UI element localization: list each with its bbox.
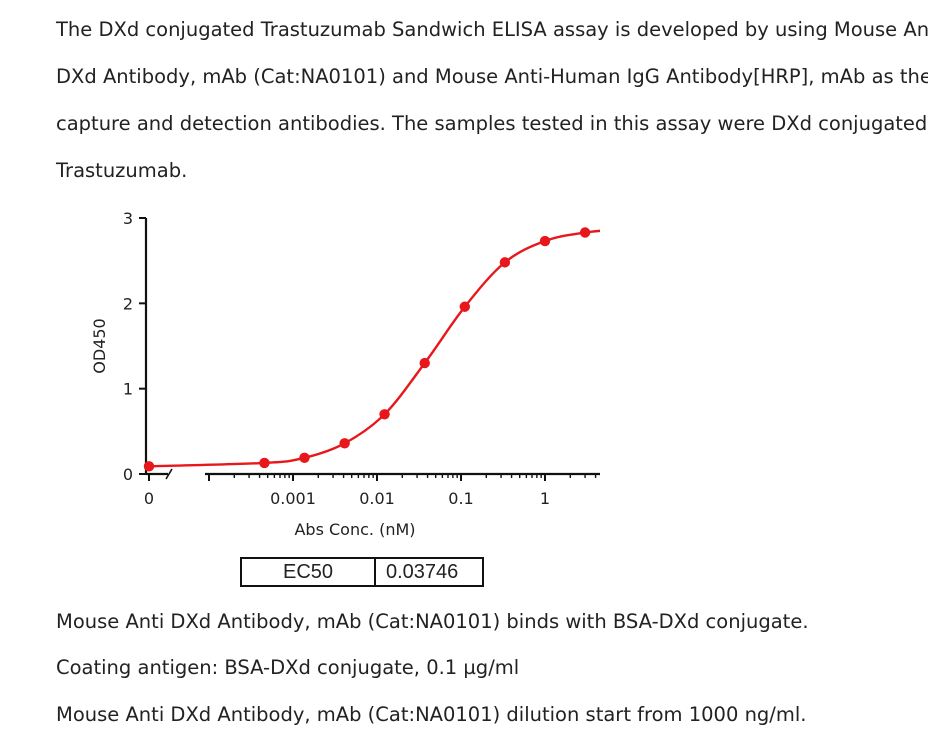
x-tick-label: 1 bbox=[540, 489, 550, 508]
data-point bbox=[299, 452, 310, 463]
x-tick-label: 0.01 bbox=[359, 489, 395, 508]
note-binding: Mouse Anti DXd Antibody, mAb (Cat:NA0101… bbox=[56, 610, 809, 633]
data-point bbox=[459, 301, 471, 312]
y-tick-label: 3 bbox=[123, 209, 133, 228]
intro-line: Trastuzumab. bbox=[56, 159, 188, 182]
note-coating-antigen: Coating antigen: BSA-DXd conjugate, 0.1 … bbox=[56, 656, 520, 679]
ec50-label: EC50 bbox=[240, 557, 376, 587]
y-tick-label: 1 bbox=[123, 380, 133, 399]
data-point bbox=[419, 357, 430, 369]
y-axis-label: OD450 bbox=[90, 318, 109, 373]
data-point bbox=[379, 409, 390, 420]
intro-line: The DXd conjugated Trastuzumab Sandwich … bbox=[56, 18, 928, 41]
note-dilution: Mouse Anti DXd Antibody, mAb (Cat:NA0101… bbox=[56, 703, 807, 726]
data-point bbox=[259, 457, 270, 469]
chart-axes bbox=[144, 218, 600, 480]
x-tick-label: 0.1 bbox=[448, 489, 473, 508]
chart-points-group bbox=[143, 227, 591, 472]
ec50-row: EC50 0.03746 bbox=[240, 557, 484, 587]
x-axis-label: Abs Conc. (nM) bbox=[294, 520, 415, 539]
ec50-value: 0.03746 bbox=[374, 557, 484, 587]
data-point bbox=[539, 235, 551, 247]
intro-line: capture and detection antibodies. The sa… bbox=[56, 112, 928, 135]
x-tick-label: 0.001 bbox=[270, 489, 316, 508]
y-tick-label: 2 bbox=[123, 294, 133, 313]
ec50-table: EC50 0.03746 bbox=[240, 557, 484, 587]
fit-curve bbox=[148, 229, 600, 468]
chart-curve-group bbox=[148, 229, 600, 468]
intro-line: DXd Antibody, mAb (Cat:NA0101) and Mouse… bbox=[56, 65, 928, 88]
intro-paragraph: The DXd conjugated Trastuzumab Sandwich … bbox=[56, 6, 928, 194]
x-tick-label: 0 bbox=[144, 489, 154, 508]
data-point bbox=[339, 438, 350, 449]
axis-break-mark bbox=[165, 468, 173, 480]
data-point bbox=[143, 461, 155, 472]
y-tick-label: 0 bbox=[123, 465, 133, 484]
data-point bbox=[579, 227, 591, 238]
data-point bbox=[499, 257, 511, 268]
